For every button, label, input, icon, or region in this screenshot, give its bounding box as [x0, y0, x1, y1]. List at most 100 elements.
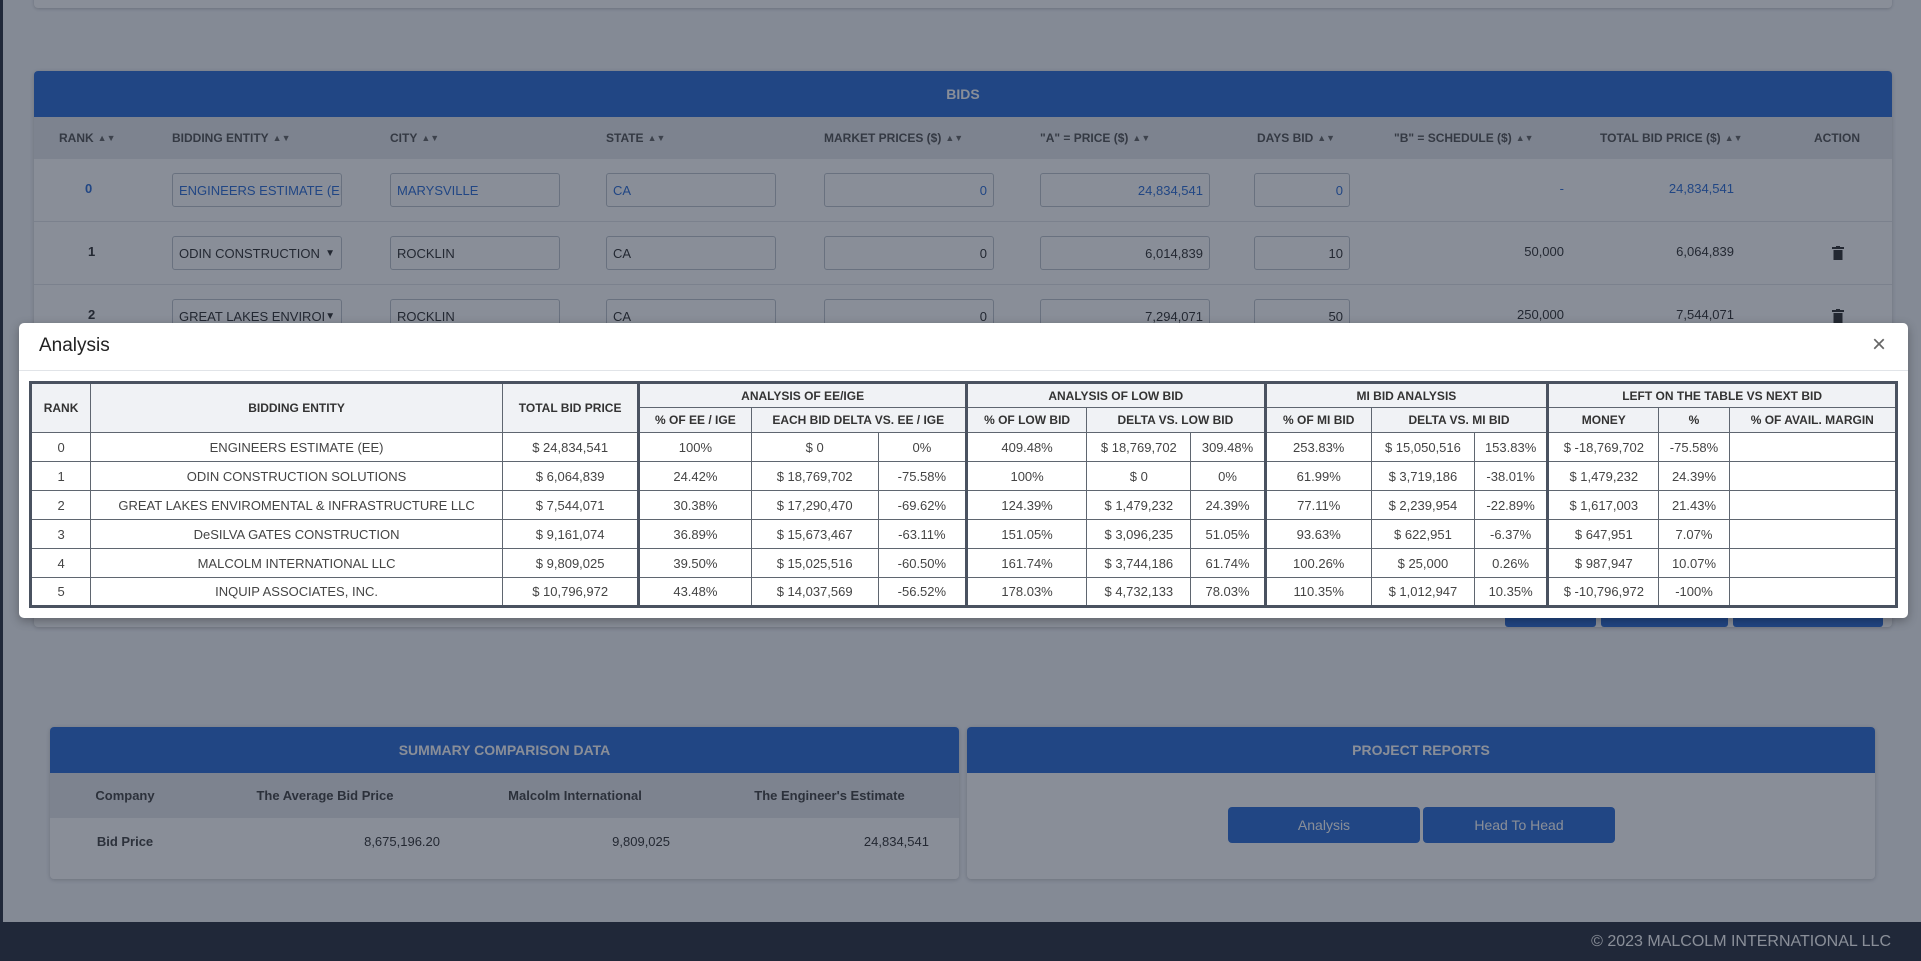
analysis-group-mi: MI BID ANALYSIS [1264, 382, 1550, 408]
analysis-delta-mi-cell: $ 2,239,954 [1370, 490, 1476, 520]
analysis-pct-ee-cell: 43.48% [638, 577, 752, 607]
analysis-pct-cell: -75.58% [1658, 432, 1730, 462]
analysis-rank-cell: 4 [28, 548, 92, 578]
close-icon[interactable]: × [1871, 331, 1886, 358]
analysis-group-low-bid: ANALYSIS OF LOW BID [965, 382, 1267, 408]
analysis-pct-cell: 10.07% [1658, 548, 1730, 578]
analysis-total-cell: $ 24,834,541 [501, 432, 641, 462]
analysis-entity-cell: INQUIP ASSOCIATES, INC. [90, 577, 503, 607]
analysis-pct-mi-cell: 253.83% [1264, 432, 1372, 462]
analysis-delta-ee-pct-cell: -60.50% [877, 548, 968, 578]
analysis-pct-mi-cell: 77.11% [1264, 490, 1372, 520]
analysis-group-left-on-table: LEFT ON THE TABLE VS NEXT BID [1547, 382, 1898, 408]
analysis-entity-cell: ODIN CONSTRUCTION SOLUTIONS [90, 461, 503, 491]
analysis-entity-cell: ENGINEERS ESTIMATE (EE) [90, 432, 503, 462]
analysis-money-cell: $ 1,617,003 [1547, 490, 1660, 520]
analysis-delta-mi-cell: $ 15,050,516 [1370, 432, 1476, 462]
analysis-pct-ee-cell: 36.89% [638, 519, 752, 549]
analysis-delta-low-cell: $ 4,732,133 [1086, 577, 1192, 607]
analysis-total-cell: $ 9,809,025 [501, 548, 641, 578]
analysis-delta-mi-cell: $ 622,951 [1370, 519, 1476, 549]
analysis-pct-cell: -100% [1658, 577, 1730, 607]
analysis-table-row: 3 DeSILVA GATES CONSTRUCTION $ 9,161,074 36… [28, 519, 1899, 549]
analysis-total-cell: $ 9,161,074 [501, 519, 641, 549]
analysis-delta-low-cell: $ 1,479,232 [1086, 490, 1192, 520]
analysis-col-pct-mi: % OF MI BID [1264, 407, 1372, 433]
analysis-margin-cell [1728, 548, 1899, 578]
analysis-delta-mi-pct-cell: -38.01% [1474, 461, 1550, 491]
analysis-pct-low-cell: 124.39% [965, 490, 1088, 520]
analysis-pct-ee-cell: 30.38% [638, 490, 752, 520]
analysis-entity-cell: MALCOLM INTERNATIONAL LLC [90, 548, 503, 578]
analysis-money-cell: $ -10,796,972 [1547, 577, 1660, 607]
analysis-table-row: 2 GREAT LAKES ENVIROMENTAL & INFRASTRUCTU… [28, 490, 1899, 520]
analysis-delta-ee-pct-cell: -69.62% [877, 490, 968, 520]
analysis-money-cell: $ 1,479,232 [1547, 461, 1660, 491]
modal-divider [19, 370, 1908, 371]
analysis-delta-mi-cell: $ 3,719,186 [1370, 461, 1476, 491]
analysis-table-row: 5 INQUIP ASSOCIATES, INC. $ 10,796,972 43.4… [28, 577, 1899, 607]
analysis-delta-ee-pct-cell: 0% [877, 432, 968, 462]
analysis-total-cell: $ 7,544,071 [501, 490, 641, 520]
analysis-col-margin: % OF AVAIL. MARGIN [1728, 407, 1899, 433]
analysis-col-money: MONEY [1547, 407, 1660, 433]
analysis-delta-mi-pct-cell: 0.26% [1474, 548, 1550, 578]
analysis-pct-cell: 7.07% [1658, 519, 1730, 549]
analysis-money-cell: $ 987,947 [1547, 548, 1660, 578]
analysis-delta-low-pct-cell: 309.48% [1190, 432, 1267, 462]
analysis-margin-cell [1728, 519, 1899, 549]
analysis-pct-cell: 24.39% [1658, 461, 1730, 491]
analysis-delta-ee-cell: $ 17,290,470 [750, 490, 879, 520]
analysis-money-cell: $ -18,769,702 [1547, 432, 1660, 462]
analysis-delta-mi-pct-cell: -22.89% [1474, 490, 1550, 520]
analysis-pct-ee-cell: 24.42% [638, 461, 752, 491]
analysis-pct-mi-cell: 110.35% [1264, 577, 1372, 607]
analysis-col-rank: RANK [28, 382, 92, 433]
analysis-pct-mi-cell: 61.99% [1264, 461, 1372, 491]
analysis-delta-low-pct-cell: 61.74% [1190, 548, 1267, 578]
analysis-delta-low-pct-cell: 0% [1190, 461, 1267, 491]
analysis-margin-cell [1728, 490, 1899, 520]
analysis-group-ee: ANALYSIS OF EE/IGE [638, 382, 968, 408]
modal-title: Analysis [39, 335, 110, 356]
analysis-table-row: 4 MALCOLM INTERNATIONAL LLC $ 9,809,025 39.… [28, 548, 1899, 578]
analysis-delta-ee-pct-cell: -75.58% [877, 461, 968, 491]
analysis-delta-ee-cell: $ 15,025,516 [750, 548, 879, 578]
analysis-col-entity: BIDDING ENTITY [90, 382, 503, 433]
analysis-rank-cell: 2 [28, 490, 92, 520]
analysis-delta-mi-cell: $ 1,012,947 [1370, 577, 1476, 607]
analysis-rank-cell: 3 [28, 519, 92, 549]
analysis-pct-ee-cell: 39.50% [638, 548, 752, 578]
analysis-col-total: TOTAL BID PRICE [501, 382, 641, 433]
analysis-money-cell: $ 647,951 [1547, 519, 1660, 549]
analysis-col-pct-ee: % OF EE / IGE [638, 407, 752, 433]
analysis-delta-low-cell: $ 3,096,235 [1086, 519, 1192, 549]
analysis-rank-cell: 1 [28, 461, 92, 491]
analysis-delta-low-cell: $ 18,769,702 [1086, 432, 1192, 462]
analysis-pct-ee-cell: 100% [638, 432, 752, 462]
analysis-table-row: 1 ODIN CONSTRUCTION SOLUTIONS $ 6,064,839 2… [28, 461, 1899, 491]
analysis-delta-low-cell: $ 3,744,186 [1086, 548, 1192, 578]
analysis-entity-cell: DeSILVA GATES CONSTRUCTION [90, 519, 503, 549]
analysis-delta-ee-cell: $ 14,037,569 [750, 577, 879, 607]
analysis-modal: Analysis × RANK BIDDING ENTITY TOTAL BID… [19, 323, 1908, 618]
analysis-col-delta-low: DELTA VS. LOW BID [1086, 407, 1267, 433]
analysis-rank-cell: 5 [28, 577, 92, 607]
analysis-delta-mi-pct-cell: 10.35% [1474, 577, 1550, 607]
analysis-margin-cell [1728, 432, 1899, 462]
analysis-delta-mi-pct-cell: 153.83% [1474, 432, 1550, 462]
analysis-entity-cell: GREAT LAKES ENVIROMENTAL & INFRASTRUCTUR… [90, 490, 503, 520]
analysis-col-delta-mi: DELTA VS. MI BID [1370, 407, 1550, 433]
analysis-pct-low-cell: 100% [965, 461, 1088, 491]
analysis-pct-low-cell: 178.03% [965, 577, 1088, 607]
analysis-pct-mi-cell: 93.63% [1264, 519, 1372, 549]
analysis-total-cell: $ 6,064,839 [501, 461, 641, 491]
analysis-margin-cell [1728, 577, 1899, 607]
analysis-delta-low-pct-cell: 78.03% [1190, 577, 1267, 607]
analysis-pct-low-cell: 409.48% [965, 432, 1088, 462]
analysis-delta-ee-cell: $ 18,769,702 [750, 461, 879, 491]
analysis-delta-ee-cell: $ 0 [750, 432, 879, 462]
analysis-pct-mi-cell: 100.26% [1264, 548, 1372, 578]
analysis-pct-low-cell: 151.05% [965, 519, 1088, 549]
analysis-rank-cell: 0 [28, 432, 92, 462]
